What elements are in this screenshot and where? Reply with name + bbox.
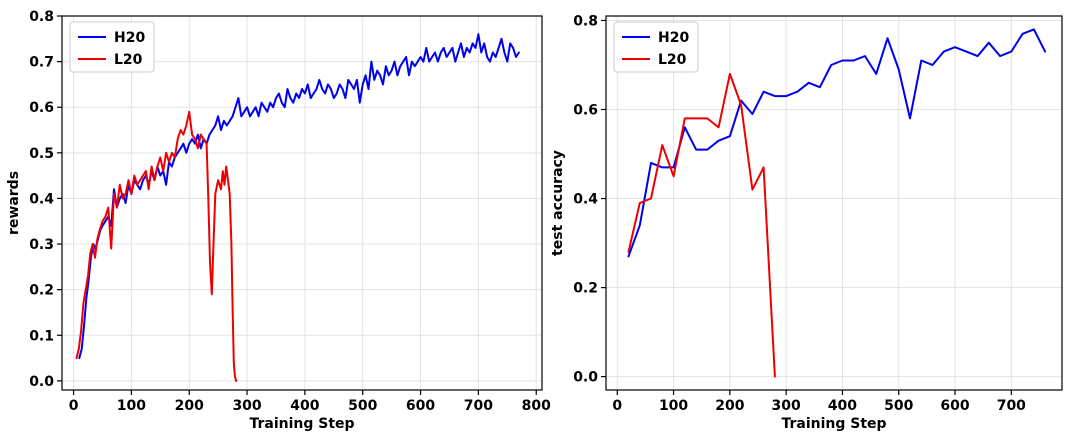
y-tick-label: 0.1 xyxy=(29,328,54,344)
x-tick-label: 300 xyxy=(232,398,261,414)
x-tick-label: 0 xyxy=(69,398,79,414)
series-line-h20 xyxy=(78,33,520,360)
x-axis-label: Training Step xyxy=(781,416,886,432)
y-tick-label: 0.6 xyxy=(573,103,598,119)
y-tick-label: 0.0 xyxy=(573,370,598,386)
x-tick-label: 600 xyxy=(940,398,969,414)
y-tick-label: 0.4 xyxy=(29,191,54,207)
y-axis-label: test accuracy xyxy=(550,150,566,256)
y-tick-label: 0.2 xyxy=(573,281,598,297)
y-tick-label: 0.0 xyxy=(29,374,54,390)
x-tick-label: 400 xyxy=(290,398,319,414)
plot-frame xyxy=(605,15,1063,391)
y-axis-label: rewards xyxy=(6,171,22,235)
x-tick-label: 0 xyxy=(612,398,622,414)
x-tick-label: 200 xyxy=(715,398,744,414)
x-tick-label: 500 xyxy=(884,398,913,414)
series-line-h20 xyxy=(627,28,1047,258)
x-tick-label: 100 xyxy=(659,398,688,414)
y-tick-label: 0.8 xyxy=(573,13,598,29)
x-tick-label: 100 xyxy=(117,398,146,414)
legend-label-l20: L20 xyxy=(658,52,687,68)
x-tick-label: 700 xyxy=(464,398,493,414)
x-tick-label: 200 xyxy=(175,398,204,414)
test-accuracy-chart: 0 100 200 300 400 500 600 700 0.0 0.2 0.4 0.6 0.8 Tra… xyxy=(550,13,1063,432)
series-line-l20 xyxy=(75,110,238,382)
y-tick-label: 0.5 xyxy=(29,146,54,162)
x-tick-label: 400 xyxy=(828,398,857,414)
y-tick-label: 0.6 xyxy=(29,100,54,116)
y-tick-label: 0.2 xyxy=(29,283,54,299)
legend-label-l20: L20 xyxy=(114,52,143,68)
legend-label-h20: H20 xyxy=(658,30,689,46)
plot-frame xyxy=(61,15,543,391)
series-line-l20 xyxy=(627,72,776,378)
x-tick-label: 500 xyxy=(348,398,377,414)
x-axis-label: Training Step xyxy=(249,416,354,432)
y-tick-label: 0.3 xyxy=(29,237,54,253)
y-tick-label: 0.4 xyxy=(573,192,598,208)
legend-label-h20: H20 xyxy=(114,30,145,46)
y-tick-label: 0.8 xyxy=(29,9,54,25)
rewards-chart: 0 100 200 300 400 500 600 700 800 0.0 0.1 0.2 0.3 0.4… xyxy=(6,9,551,432)
x-tick-label: 700 xyxy=(997,398,1026,414)
x-tick-label: 800 xyxy=(522,398,551,414)
y-tick-label: 0.7 xyxy=(29,55,54,71)
x-tick-label: 600 xyxy=(406,398,435,414)
x-tick-label: 300 xyxy=(772,398,801,414)
